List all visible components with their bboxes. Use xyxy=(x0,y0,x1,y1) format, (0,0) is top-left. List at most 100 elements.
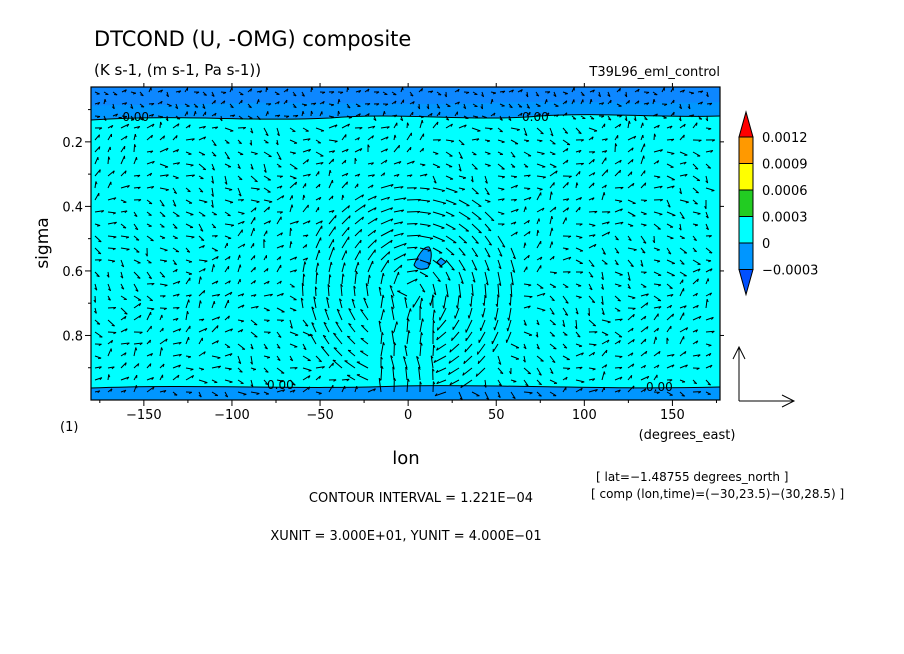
wind-vector xyxy=(666,391,673,396)
wind-vector-head xyxy=(137,186,141,190)
wind-vector-head xyxy=(348,227,350,231)
wind-vector-head xyxy=(376,91,380,94)
wind-vector-head xyxy=(385,136,389,140)
wind-vector-head xyxy=(501,213,505,215)
wind-vector-head xyxy=(111,340,114,344)
wind-vector-head xyxy=(527,372,531,375)
wind-vector xyxy=(302,261,306,273)
wind-vector xyxy=(354,271,357,285)
wind-vector xyxy=(614,339,621,345)
wind-vector-head xyxy=(203,290,206,294)
wind-vector-head xyxy=(474,168,478,170)
wind-vector-head xyxy=(462,253,466,256)
wind-vector-head xyxy=(704,205,707,210)
wind-vector-head xyxy=(318,249,321,254)
wind-vector xyxy=(380,159,388,165)
wind-vector xyxy=(94,319,101,325)
wind-vector xyxy=(393,144,400,153)
wind-vector-head xyxy=(442,305,445,309)
wind-vector xyxy=(224,163,232,168)
wind-vector-head xyxy=(174,227,178,229)
wind-vector-head xyxy=(241,304,245,308)
wind-vector-head xyxy=(391,330,395,334)
wind-vector-head xyxy=(518,106,522,108)
wind-vector-head xyxy=(97,116,101,119)
wind-vector xyxy=(120,271,124,279)
wind-vector-head xyxy=(528,231,531,235)
wind-vector xyxy=(575,319,578,329)
wind-vector-head xyxy=(529,296,533,299)
negative-band-bottom xyxy=(91,385,720,400)
wind-vector-head xyxy=(348,215,351,219)
wind-vector xyxy=(432,247,443,254)
wind-vector-head xyxy=(300,297,304,301)
wind-vector-head xyxy=(344,262,346,266)
wind-vector xyxy=(523,127,528,136)
wind-vector-head xyxy=(606,339,610,343)
wind-vector xyxy=(311,306,317,321)
wind-vector-head xyxy=(347,106,351,109)
wind-vector-head xyxy=(400,232,404,236)
wind-vector xyxy=(360,350,369,357)
wind-vector-head xyxy=(367,144,370,148)
wind-vector xyxy=(627,363,635,369)
wind-vector-head xyxy=(414,223,418,226)
wind-vector-head xyxy=(387,196,390,200)
wind-vector xyxy=(445,139,454,142)
wind-vector xyxy=(536,207,545,213)
wind-vector xyxy=(211,175,214,184)
wind-vector xyxy=(484,379,487,388)
wind-vector-head xyxy=(542,309,546,312)
wind-vector-head xyxy=(303,347,307,351)
wind-vector-head xyxy=(653,98,656,103)
wind-vector xyxy=(185,367,194,370)
wind-vector-head xyxy=(501,141,505,144)
wind-vector-head xyxy=(306,159,309,163)
wind-vector xyxy=(393,321,398,333)
wind-vector xyxy=(94,146,101,153)
wind-vector xyxy=(470,295,473,307)
wind-vector xyxy=(198,136,206,141)
wind-vector xyxy=(549,227,553,237)
wind-vector xyxy=(523,305,531,309)
wind-vector-head xyxy=(200,239,205,241)
wind-vector-head xyxy=(420,342,423,346)
wind-vector-head xyxy=(685,327,689,331)
wind-vector-head xyxy=(99,169,101,173)
wind-vector-head xyxy=(644,118,648,121)
wind-vector xyxy=(159,259,167,262)
wind-vector xyxy=(614,186,624,189)
wind-vector xyxy=(250,305,259,309)
wind-vector xyxy=(250,379,254,387)
wind-vector xyxy=(324,308,330,321)
wind-vector xyxy=(471,223,482,234)
wind-vector xyxy=(495,307,499,321)
wind-vector xyxy=(198,199,208,203)
wind-vector-head xyxy=(580,139,584,142)
wind-vector-head xyxy=(252,368,257,371)
wind-vector-head xyxy=(666,337,669,341)
colorbar-label: 0 xyxy=(762,237,770,252)
wind-vector-head xyxy=(683,305,687,309)
wind-vector xyxy=(445,235,457,244)
wind-vector xyxy=(653,313,659,321)
wind-vector xyxy=(640,143,645,153)
wind-vector-head xyxy=(354,157,357,162)
wind-vector-head xyxy=(628,100,630,104)
wind-vector-head xyxy=(658,351,661,355)
wind-vector-head xyxy=(498,266,502,270)
wind-vector xyxy=(653,336,657,345)
wind-vector xyxy=(224,299,229,309)
wind-vector-head xyxy=(98,240,102,243)
wind-vector-head xyxy=(282,389,286,393)
wind-vector-head xyxy=(390,239,393,244)
wind-vector-head xyxy=(340,283,344,287)
wind-vector xyxy=(419,235,433,239)
wind-vector-head xyxy=(498,383,502,387)
wind-vector xyxy=(404,297,408,309)
wind-vector-head xyxy=(139,315,142,319)
wind-vector xyxy=(224,199,234,203)
wind-vector xyxy=(94,157,99,165)
wind-vector-head xyxy=(592,172,596,176)
wind-vector xyxy=(679,336,685,345)
